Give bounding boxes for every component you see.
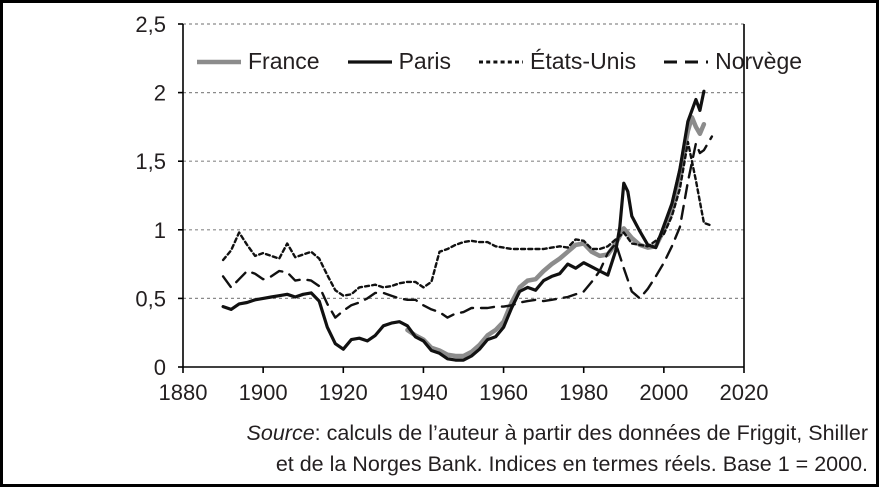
legend: France Paris États-Unis Norvège	[196, 48, 802, 75]
legend-label-france: France	[248, 48, 320, 74]
svg-text:2020: 2020	[720, 380, 769, 405]
legend-item-paris: Paris	[347, 48, 451, 75]
paris-line-sample-icon	[347, 59, 392, 64]
svg-text:1880: 1880	[159, 380, 208, 405]
y-axis-tick-labels: 0 0,5 1 1,5 2 2,5	[135, 12, 166, 380]
data-series-lines	[221, 89, 714, 362]
axes	[178, 23, 745, 373]
svg-text:1960: 1960	[479, 380, 528, 405]
svg-text:1940: 1940	[399, 380, 448, 405]
svg-text:0: 0	[154, 355, 166, 380]
legend-label-norvege: Norvège	[715, 48, 803, 74]
source-word: Source	[246, 420, 315, 445]
legend-item-norvege: Norvège	[663, 48, 802, 75]
svg-text:2: 2	[154, 81, 166, 106]
svg-text:1: 1	[154, 218, 166, 243]
legend-item-etats-unis: États-Unis	[478, 48, 636, 75]
france-line-sample-icon	[197, 59, 241, 64]
legend-label-etats-unis: États-Unis	[530, 48, 637, 74]
legend-item-france: France	[196, 48, 320, 75]
svg-text:2,5: 2,5	[135, 12, 166, 37]
svg-text:1980: 1980	[559, 380, 608, 405]
svg-text:0,5: 0,5	[135, 286, 166, 311]
svg-text:1900: 1900	[239, 380, 288, 405]
legend-label-paris: Paris	[398, 48, 451, 74]
norvege-line-sample-icon	[664, 60, 709, 63]
svg-text:1,5: 1,5	[135, 149, 166, 174]
x-axis-tick-labels: 1880 1900 1920 1940 1960 1980 2000 2020	[159, 380, 769, 405]
source-caption: Source: calculs de l’auteur à partir des…	[28, 418, 868, 480]
svg-text:1920: 1920	[319, 380, 368, 405]
caption-line1: : calculs de l’auteur à partir des donné…	[314, 420, 868, 445]
caption-line2: et de la Norges Bank. Indices en termes …	[275, 451, 868, 476]
svg-text:2000: 2000	[639, 380, 688, 405]
etats-unis-line-sample-icon	[479, 60, 523, 63]
